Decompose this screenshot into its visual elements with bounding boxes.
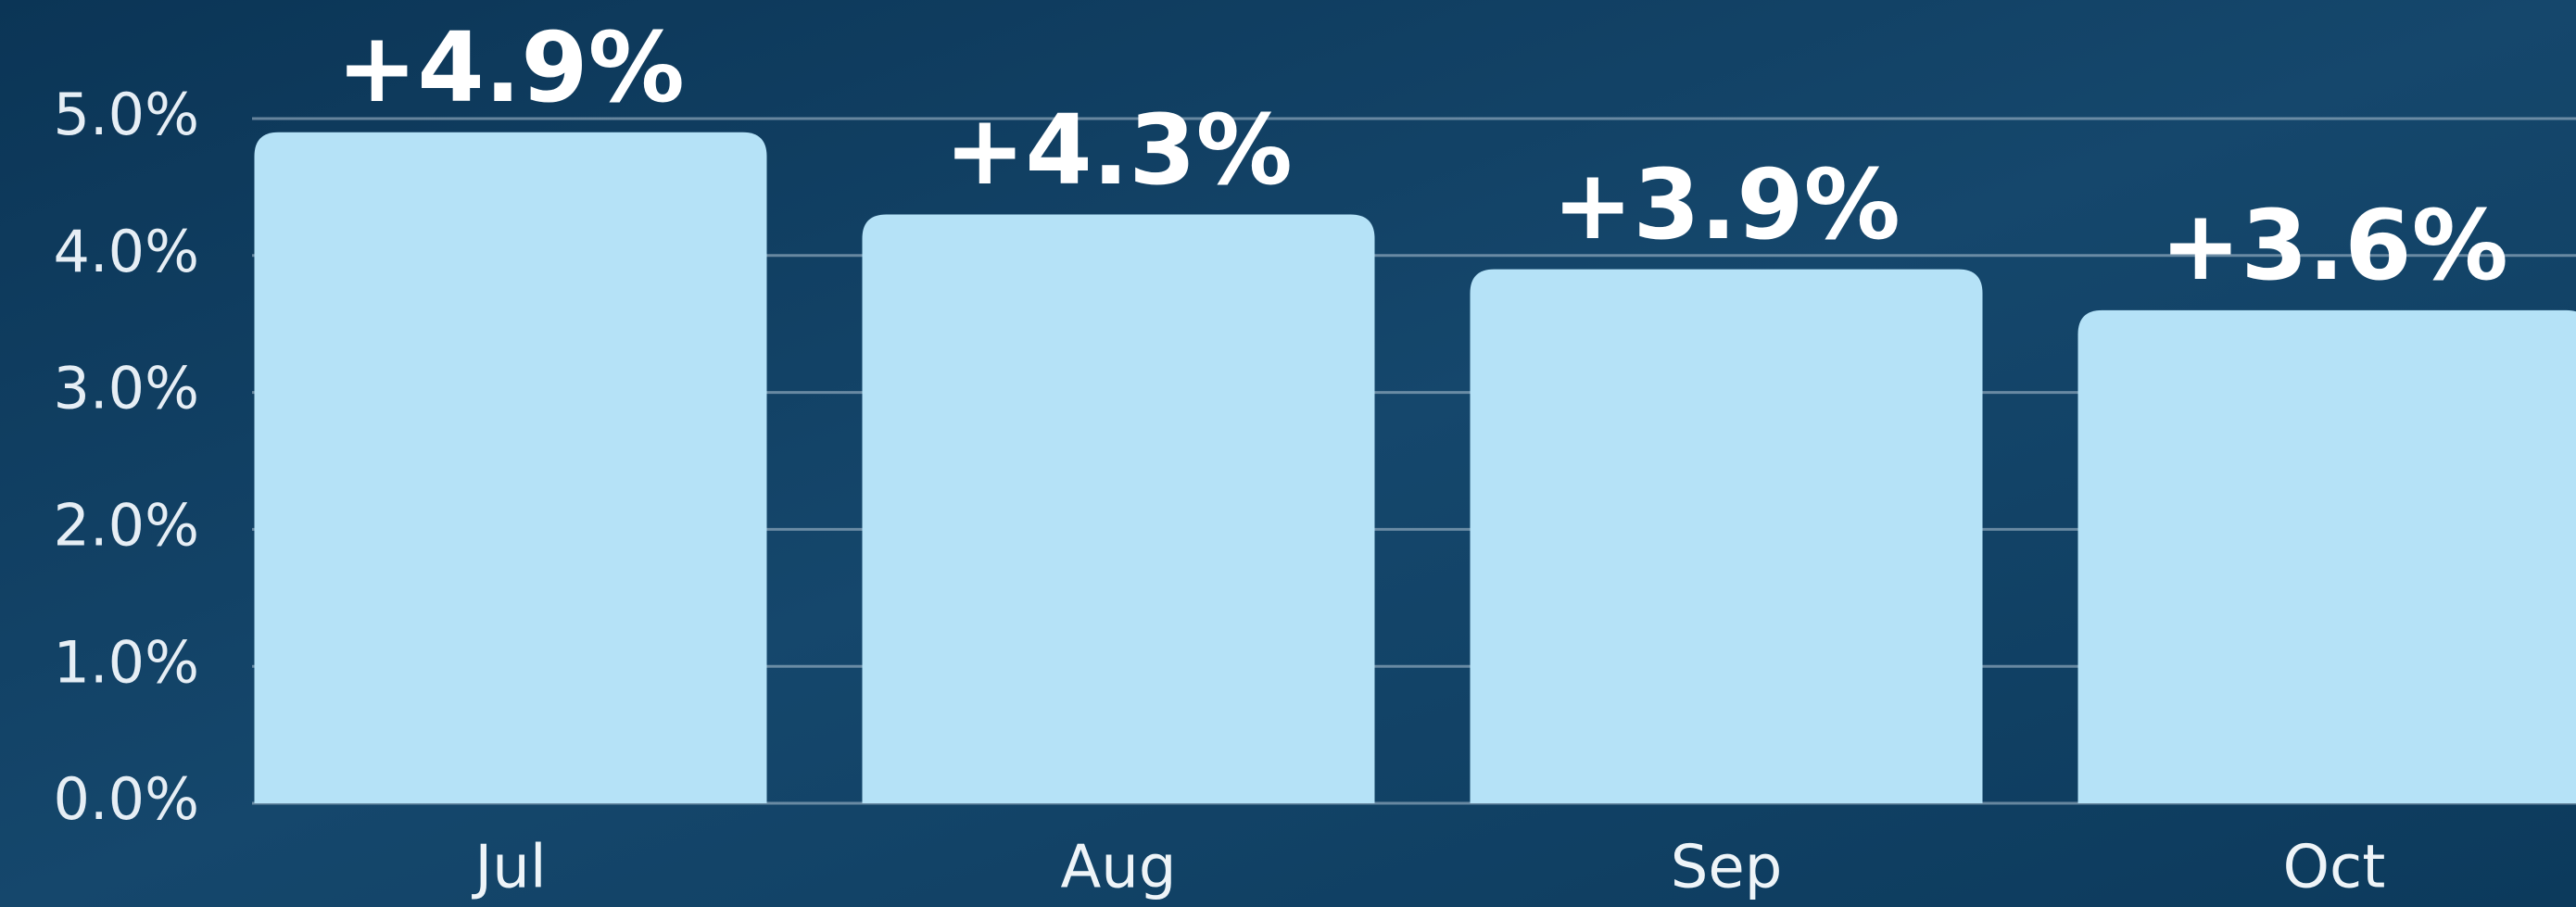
y-tick-label: 3.0% xyxy=(53,355,199,422)
y-tick-label: 4.0% xyxy=(53,218,199,285)
value-label: +4.3% xyxy=(944,94,1293,207)
y-tick-label: 2.0% xyxy=(53,491,199,559)
bar xyxy=(1471,270,1983,803)
value-label: +3.6% xyxy=(2160,189,2508,302)
bar xyxy=(2078,310,2576,803)
bar xyxy=(255,132,767,803)
x-tick-label: Sep xyxy=(1671,834,1783,902)
bar xyxy=(863,214,1375,803)
y-tick-label: 0.0% xyxy=(53,765,199,833)
value-label: +3.9% xyxy=(1552,148,1900,261)
value-label: +4.9% xyxy=(336,11,685,124)
y-tick-label: 5.0% xyxy=(53,81,199,148)
x-tick-label: Oct xyxy=(2283,834,2386,902)
x-tick-label: Aug xyxy=(1061,834,1177,902)
y-tick-label: 1.0% xyxy=(53,628,199,696)
x-tick-label: Jul xyxy=(471,834,546,902)
chart: 0.0% 1.0% 2.0% 3.0% 4.0% 5.0% +4.9% Jul +4.3% Aug… xyxy=(0,0,2576,907)
